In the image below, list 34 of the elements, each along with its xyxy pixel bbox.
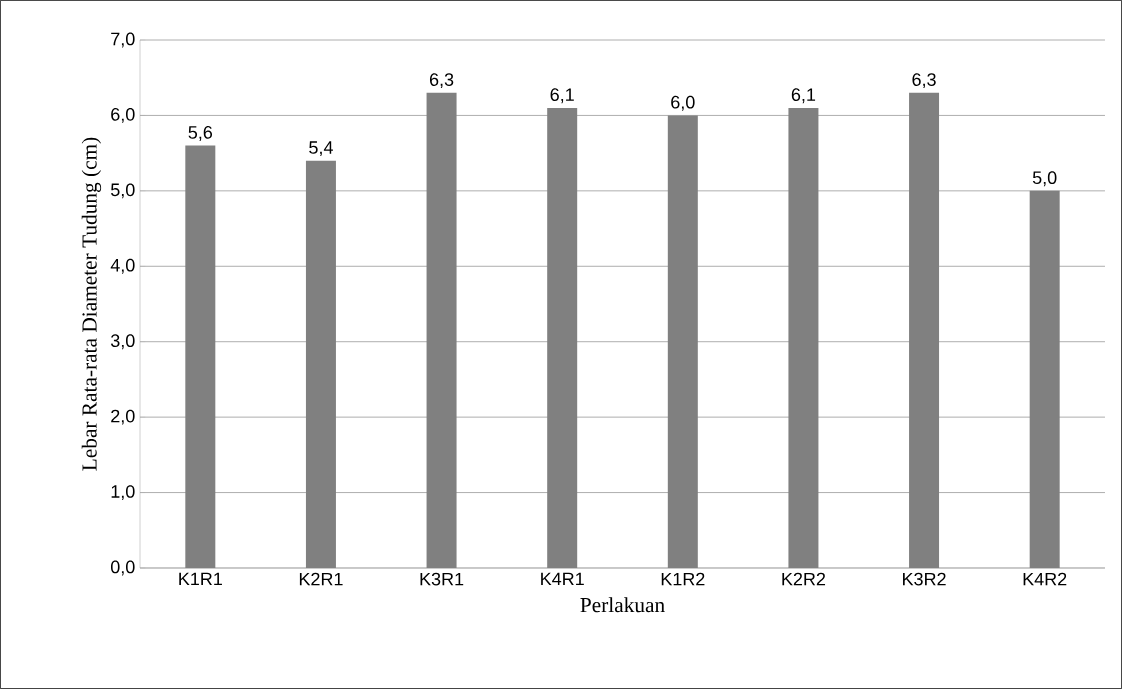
x-tick-label: K4R1 — [541, 572, 584, 586]
x-tick-label: K1R2 — [661, 572, 705, 586]
y-tick-label: 3,0 — [110, 334, 135, 350]
x-tick-label: K4R2 — [1023, 572, 1067, 586]
data-label: 6,3 — [429, 73, 454, 89]
x-tick-label: K3R1 — [420, 572, 464, 586]
data-label: 5,0 — [1032, 171, 1057, 187]
bar — [185, 145, 216, 568]
y-axis-title: Lebar Rata-rata Diameter Tudung (cm) — [81, 137, 102, 471]
x-tick-label: K1R1 — [179, 572, 222, 586]
bar — [426, 92, 457, 568]
x-tick-label: K3R2 — [903, 572, 946, 586]
x-tick-label: K2R1 — [299, 572, 343, 586]
y-tick-label: 7,0 — [111, 32, 135, 48]
bar — [547, 107, 578, 568]
y-tick-label: 1,0 — [111, 485, 135, 500]
bar — [667, 115, 698, 568]
data-label: 6,3 — [912, 73, 936, 89]
y-tick-label: 6,0 — [111, 107, 135, 123]
y-tick-label: 0,0 — [110, 560, 135, 576]
data-label: 6,1 — [791, 88, 816, 104]
y-tick-label: 5,0 — [110, 183, 135, 199]
bar — [909, 92, 940, 568]
y-tick-label: 2,0 — [111, 409, 135, 425]
data-label: 5,4 — [309, 141, 333, 156]
data-label: 6,1 — [550, 88, 574, 104]
bar — [788, 107, 819, 568]
bar — [1029, 190, 1060, 568]
data-label: 5,6 — [188, 126, 213, 141]
y-tick-label: 4,0 — [110, 258, 135, 274]
bar — [305, 160, 336, 568]
x-axis-title: Perlakuan — [580, 597, 665, 613]
data-label: 6,0 — [671, 95, 695, 111]
x-tick-label: K2R2 — [782, 572, 826, 586]
